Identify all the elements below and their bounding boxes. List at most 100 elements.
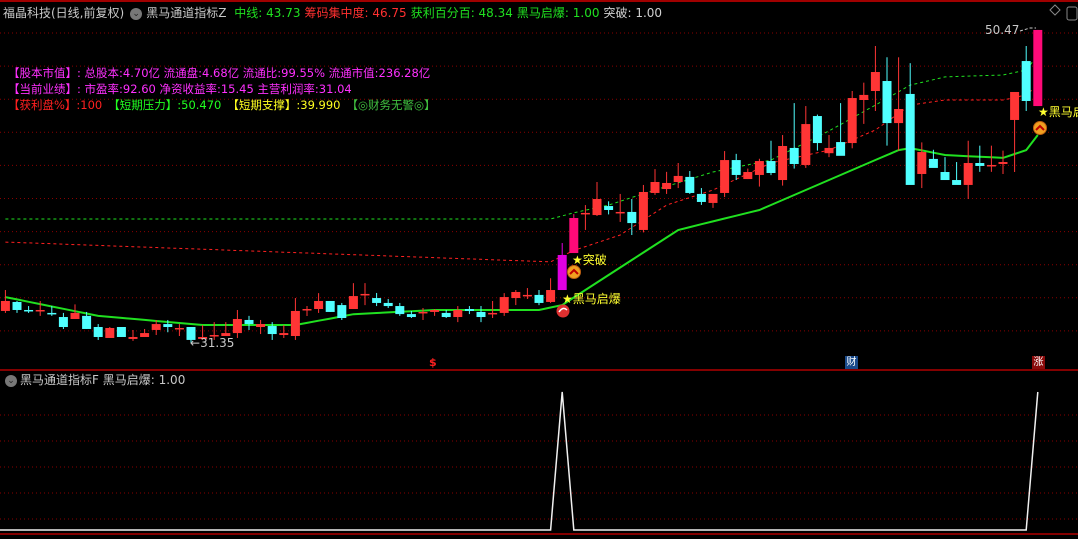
candle-body <box>511 291 521 299</box>
candle <box>1021 45 1031 111</box>
candle-body <box>488 312 498 315</box>
chevron-down-icon[interactable]: ⌄ <box>130 7 143 20</box>
panel-toggle-icon[interactable] <box>1066 6 1078 21</box>
candle-body <box>905 93 915 185</box>
candle-body <box>743 172 753 180</box>
candle <box>847 90 857 149</box>
candle <box>302 306 312 317</box>
candle-body <box>302 309 312 311</box>
candle <box>151 319 161 336</box>
candle-body <box>430 309 440 312</box>
candle-body <box>592 199 602 216</box>
candle-body <box>441 312 451 318</box>
candle <box>998 150 1008 174</box>
dark-horse-signal-line <box>0 391 1039 531</box>
candle-body <box>673 175 683 182</box>
candle-body <box>256 324 266 328</box>
candle-body <box>314 300 324 310</box>
candle <box>35 300 45 316</box>
header-value-1: 筹码集中度: 46.75 <box>304 6 407 20</box>
candle-body <box>290 310 300 337</box>
candle <box>638 184 648 233</box>
candle <box>140 328 150 337</box>
candle-body <box>383 302 393 307</box>
candle-body <box>348 296 358 310</box>
header-bar: 福晶科技(日线,前复权) ⌄ 黑马通道指标Z 中线: 43.73 筹码集中度: 46.… <box>3 5 670 21</box>
candle <box>221 322 231 337</box>
candles <box>0 29 1043 343</box>
candle <box>696 188 706 205</box>
candle <box>279 325 289 338</box>
header-value-0: 中线: 43.73 <box>234 6 301 20</box>
info-line-levels: 【获利盘%】:100 【短期压力】:50.470 【短期支撑】:39.990 【◎财务… <box>8 97 442 113</box>
candle-body <box>580 212 590 215</box>
indicator-name[interactable]: 黑马通道指标Z <box>146 6 227 20</box>
info-level-2: 【短期支撑】:39.990 <box>227 98 341 112</box>
header-value-3: 黑马启爆: 1.00 <box>516 6 600 20</box>
candle <box>348 283 358 310</box>
candle-body <box>453 309 463 318</box>
candle-body <box>1021 61 1031 101</box>
candle-body <box>499 297 509 313</box>
sub-label: 黑马启爆 <box>102 373 151 387</box>
chevron-down-icon[interactable]: ⌄ <box>5 374 17 387</box>
candle <box>824 135 834 158</box>
candle <box>859 82 869 124</box>
candle <box>116 327 126 337</box>
candle-body <box>859 94 869 100</box>
candle <box>905 63 915 185</box>
candle <box>522 288 532 300</box>
candle <box>963 140 973 200</box>
dark-horse-signal: ★黑马启爆 <box>562 292 621 306</box>
candle <box>198 325 208 340</box>
candle-body <box>546 290 556 302</box>
header-value-2: 获利百分百: 48.34 <box>410 6 513 20</box>
candle <box>894 57 904 151</box>
candle <box>128 329 138 341</box>
info-label: 【股本市值】: <box>8 66 81 80</box>
breakout-signal: ★突破 <box>572 253 607 267</box>
candle <box>232 309 242 338</box>
candle <box>743 168 753 180</box>
candle-body <box>476 311 486 318</box>
candle-body <box>685 176 695 193</box>
candle-body <box>279 333 289 336</box>
candle <box>604 201 614 215</box>
candle-body <box>464 309 474 311</box>
low-price-label: ←31.35 <box>190 336 235 350</box>
candle <box>383 299 393 309</box>
rise-marker[interactable]: 涨 <box>1032 356 1045 369</box>
candle-body <box>778 145 788 181</box>
candle <box>592 181 602 217</box>
candle <box>569 214 579 254</box>
candle-body <box>894 109 904 124</box>
diamond-icon[interactable] <box>1049 4 1061 16</box>
candle <box>290 298 300 340</box>
signal-ball-icon <box>556 304 570 318</box>
candle <box>441 309 451 319</box>
dollar-marker[interactable]: $ <box>429 356 437 369</box>
finance-marker[interactable]: 财 <box>845 356 858 369</box>
candle <box>476 306 486 323</box>
candle-body <box>0 300 10 311</box>
candle-body <box>186 327 196 340</box>
candle-body <box>696 193 706 202</box>
candle <box>372 292 382 307</box>
candle <box>546 278 556 303</box>
candle-body <box>638 191 648 230</box>
sub-indicator-name[interactable]: 黑马通道指标F <box>20 373 99 387</box>
candle <box>209 322 219 340</box>
candle-body <box>325 300 335 312</box>
candle-body <box>372 298 382 303</box>
candle-body <box>35 309 45 312</box>
candle <box>395 302 405 316</box>
candle-body <box>801 124 811 165</box>
candle-body <box>163 324 173 328</box>
candle <box>952 162 962 185</box>
candle-body <box>998 162 1008 164</box>
dark-horse-label: 黑马启爆 <box>572 292 621 306</box>
sub-panel-header: ⌄ 黑马通道指标F 黑马启爆: 1.00 <box>3 372 185 388</box>
candle-body <box>70 312 80 319</box>
candle-body <box>418 311 428 314</box>
